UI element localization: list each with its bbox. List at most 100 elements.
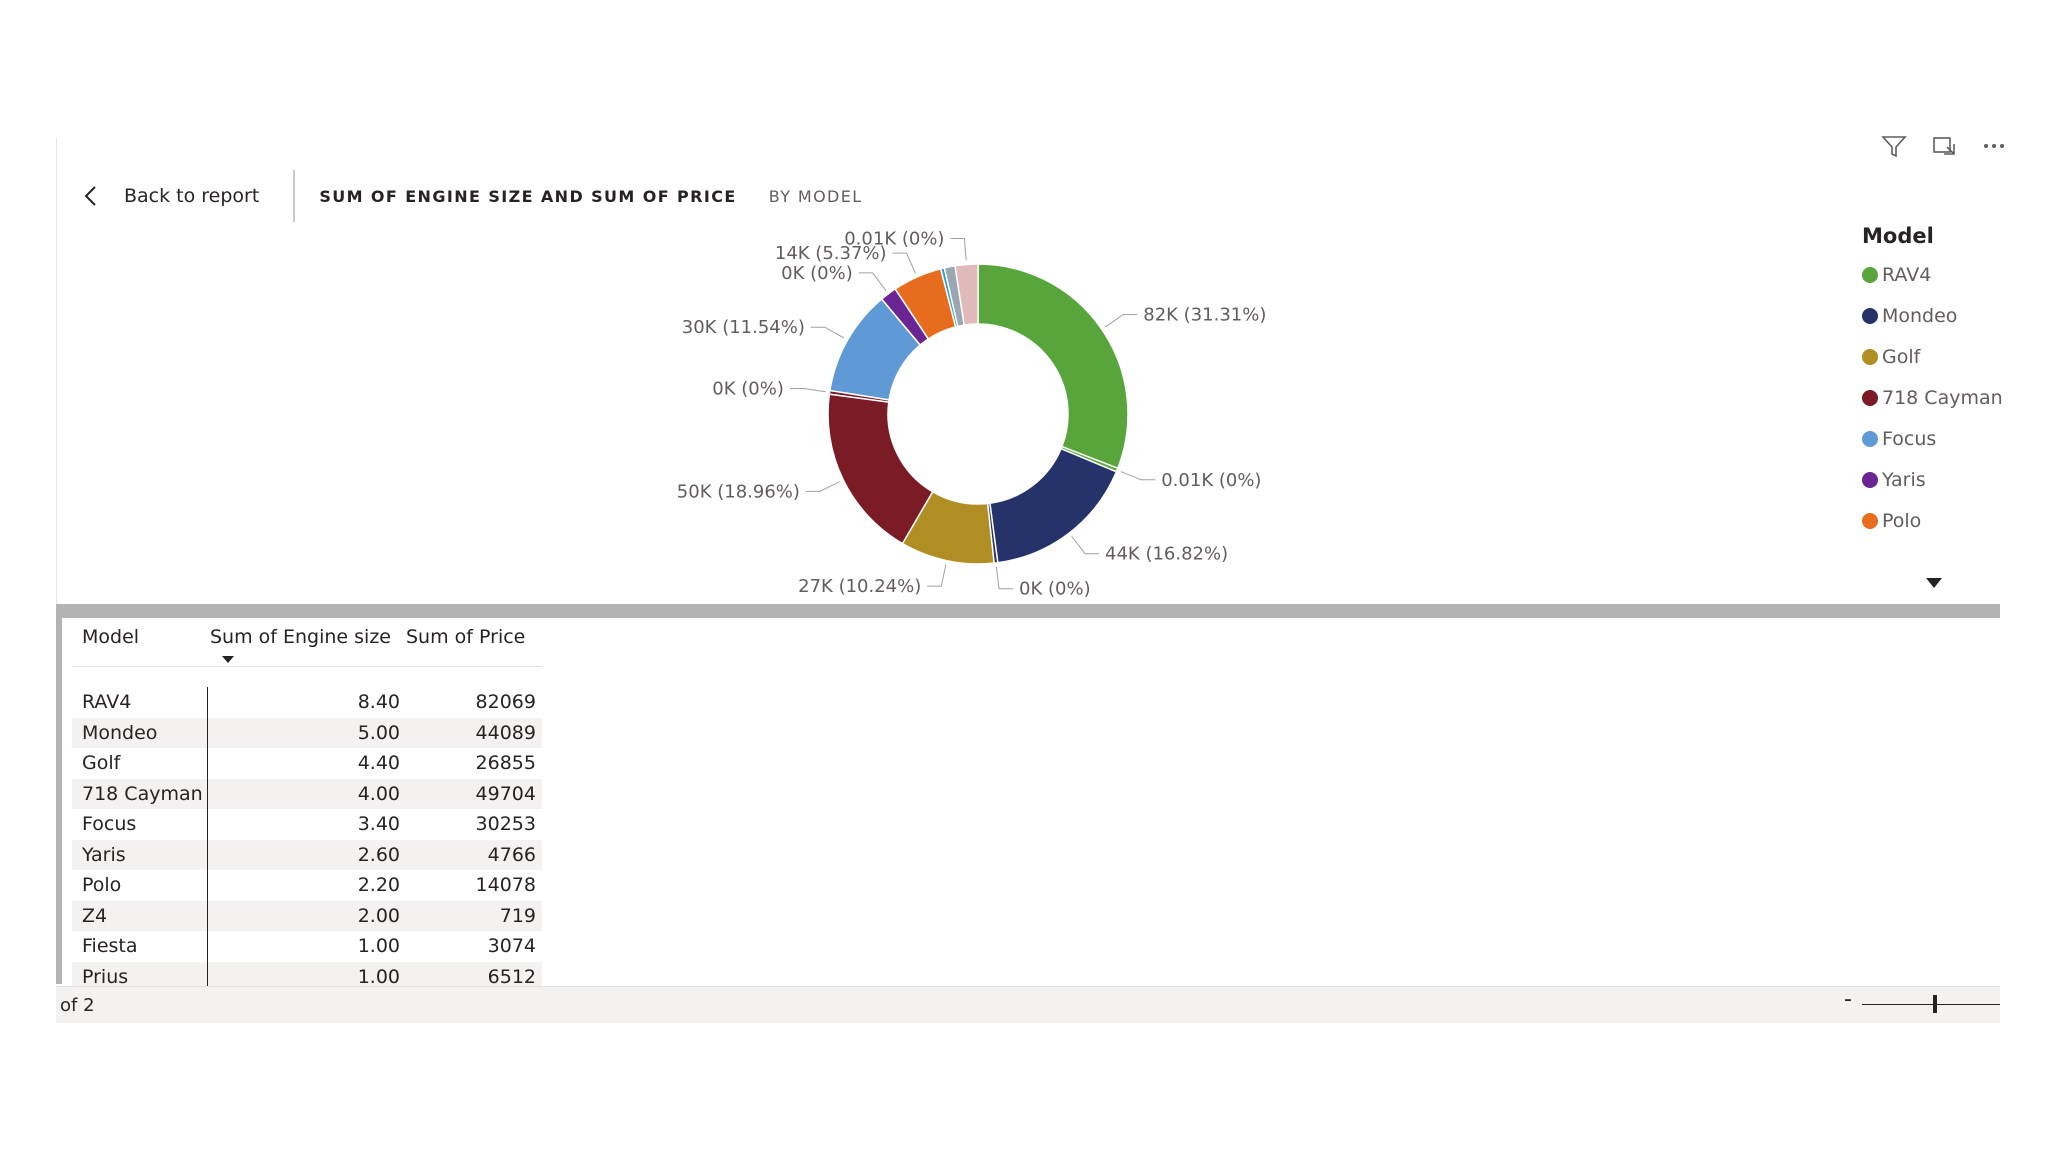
data-label: 82K (31.31%): [1143, 305, 1266, 326]
cell-engine-size: 2.00: [357, 904, 400, 927]
cell-model: 718 Cayman: [72, 778, 208, 809]
cell-price: 4766: [487, 843, 536, 866]
legend-dot-icon: [1862, 307, 1878, 324]
table-body: RAV4 8.40 82069 Mondeo 5.00 44089 Golf 4.40 2685…: [72, 687, 542, 992]
cell-price: 30253: [475, 813, 536, 836]
cell-price: 82069: [475, 691, 536, 714]
page-indicator: of 2: [60, 995, 95, 1016]
column-header-model[interactable]: Model: [82, 626, 140, 648]
data-label: 0K (0%): [1019, 579, 1091, 600]
data-label-leader: [858, 272, 887, 291]
zoom-slider-thumb[interactable]: [1933, 995, 1937, 1013]
cell-model: Z4: [72, 900, 208, 931]
status-bar: of 2 -: [56, 986, 2000, 1023]
donut-chart: 82K (31.31%) 0.01K (0%) 44K (16.82%) 0K (0%…: [677, 229, 1267, 600]
column-header-price[interactable]: Sum of Price: [406, 626, 526, 648]
legend-dot-icon: [1862, 389, 1878, 406]
data-label-leader: [892, 252, 916, 274]
data-label-leader: [810, 326, 845, 339]
data-label-leader: [1071, 535, 1100, 555]
data-label-leader: [1104, 314, 1138, 328]
donut-slice[interactable]: [954, 263, 979, 326]
cell-model: Golf: [72, 748, 208, 779]
cell-engine-size: 2.20: [357, 874, 400, 897]
panel-splitter[interactable]: [56, 604, 2000, 618]
cell-model: RAV4: [72, 687, 208, 718]
data-table: Model Sum of Engine size Sum of Price RA…: [72, 622, 542, 992]
zoom-out-button[interactable]: -: [1844, 987, 1852, 1012]
cell-engine-size: 1.00: [357, 965, 400, 988]
data-label-leader: [789, 388, 826, 393]
legend-dot-icon: [1862, 430, 1878, 447]
report-frame-edge: [56, 138, 57, 610]
focus-mode-icon[interactable]: [1930, 132, 1958, 160]
cell-model: Yaris: [72, 839, 208, 870]
data-label: 30K (11.54%): [682, 317, 805, 338]
data-label-leader: [950, 238, 967, 261]
data-label: 0.01K (0%): [844, 229, 944, 250]
back-to-report-button[interactable]: Back to report: [80, 184, 259, 208]
data-label: 14K (5.37%): [775, 243, 887, 264]
cell-price: 719: [499, 904, 536, 927]
legend-dot-icon: [1862, 266, 1878, 283]
data-label-leader: [1120, 471, 1156, 481]
legend-item[interactable]: Yaris: [1862, 459, 2003, 500]
cell-price: 26855: [475, 752, 536, 775]
legend-item[interactable]: RAV4: [1862, 254, 2003, 295]
legend-title: Model: [1862, 224, 1934, 248]
legend-item[interactable]: Mondeo: [1862, 295, 2003, 336]
zoom-slider-track[interactable]: [1862, 1004, 2000, 1005]
legend-item-label: Focus: [1882, 427, 1937, 450]
visual-header: Back to report SUM OF ENGINE SIZE AND SU…: [80, 168, 863, 224]
legend-item[interactable]: Golf: [1862, 336, 2003, 377]
data-label-leader: [927, 564, 947, 587]
table-row[interactable]: RAV4 8.40 82069: [72, 687, 542, 718]
cell-engine-size: 4.40: [357, 752, 400, 775]
legend-item[interactable]: 718 Cayman: [1862, 377, 2003, 418]
column-header-engine-size[interactable]: Sum of Engine size: [210, 626, 406, 663]
legend-scroll-down[interactable]: [1926, 578, 1942, 590]
cell-model: Prius: [72, 961, 208, 992]
table-row[interactable]: Golf 4.40 26855: [72, 748, 542, 779]
data-label: 27K (10.24%): [798, 576, 921, 597]
table-row[interactable]: 718 Cayman 4.00 49704: [72, 778, 542, 809]
legend-dot-icon: [1862, 471, 1878, 488]
table-row[interactable]: Z4 2.00 719: [72, 900, 542, 931]
table-header: Model Sum of Engine size Sum of Price: [72, 622, 542, 667]
legend-item[interactable]: Polo: [1862, 500, 2003, 541]
table-row[interactable]: Focus 3.40 30253: [72, 809, 542, 840]
cell-engine-size: 4.00: [357, 782, 400, 805]
back-to-report-label: Back to report: [124, 185, 260, 207]
donut-slice[interactable]: [977, 263, 1129, 470]
chevron-left-icon: [84, 186, 96, 206]
cell-model: Polo: [72, 870, 208, 901]
more-options-icon[interactable]: [1980, 132, 2008, 160]
data-label: 50K (18.96%): [677, 481, 800, 502]
data-label-leader: [995, 566, 1014, 590]
donut-slice[interactable]: [989, 447, 1118, 564]
data-label-leader: [805, 481, 840, 492]
chevron-down-icon: [1926, 578, 1942, 588]
filter-icon[interactable]: [1880, 132, 1908, 160]
legend-item[interactable]: Focus: [1862, 418, 2003, 459]
cell-engine-size: 1.00: [357, 935, 400, 958]
legend-item-label: Mondeo: [1882, 304, 1958, 327]
legend-item-label: Polo: [1882, 509, 1922, 532]
cell-price: 6512: [487, 965, 536, 988]
legend-item-label: Yaris: [1882, 468, 1926, 491]
legend-item-label: RAV4: [1882, 263, 1932, 286]
cell-engine-size: 3.40: [357, 813, 400, 836]
table-row[interactable]: Yaris 2.60 4766: [72, 839, 542, 870]
table-row[interactable]: Mondeo 5.00 44089: [72, 717, 542, 748]
table-row[interactable]: Fiesta 1.00 3074: [72, 931, 542, 962]
sort-descending-icon: [222, 656, 234, 663]
chart-legend: Model RAV4 Mondeo Golf 718 Cayman Focus Yaris…: [1862, 224, 2003, 541]
cell-engine-size: 8.40: [357, 691, 400, 714]
cell-model: Focus: [72, 809, 208, 840]
legend-item-label: Golf: [1882, 345, 1921, 368]
cell-engine-size: 5.00: [357, 721, 400, 744]
cell-price: 3074: [487, 935, 536, 958]
data-label: 0.01K (0%): [1161, 470, 1261, 491]
table-row[interactable]: Polo 2.20 14078: [72, 870, 542, 901]
cell-model: Fiesta: [72, 931, 208, 962]
